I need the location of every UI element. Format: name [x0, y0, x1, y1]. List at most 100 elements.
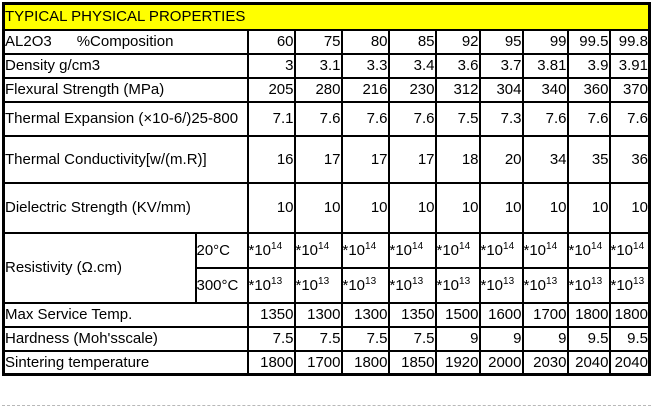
resistivity-cell: *1014: [608, 231, 651, 269]
value-cell: 9.5: [608, 325, 651, 352]
resistivity-exponent: 13: [633, 275, 645, 287]
value-cell: 1600: [478, 301, 524, 328]
value-cell: 10: [434, 181, 481, 234]
value-cell: 360: [566, 76, 611, 103]
value-cell: 99.5: [566, 28, 611, 55]
value-cell: 10: [566, 181, 611, 234]
resistivity-base: *10: [568, 241, 592, 259]
value-cell: 7.6: [566, 100, 611, 137]
resistivity-exponent: 14: [318, 240, 330, 252]
value-cell: 10: [478, 181, 524, 234]
value-cell: 1350: [387, 301, 437, 328]
resistivity-cell: *1013: [246, 266, 296, 304]
table-row-flexural-strength: Flexural Strength (MPa) 205 280 216 230 …: [2, 76, 651, 103]
row-label: Sintering temperature: [2, 349, 249, 376]
value-cell: 10: [608, 181, 651, 234]
resistivity-base: *10: [436, 241, 460, 259]
value-cell: 99: [521, 28, 569, 55]
value-cell: 1850: [387, 349, 437, 376]
resistivity-exponent: 14: [633, 240, 645, 252]
row-label: Thermal Expansion (×10-6/)25-800: [2, 100, 249, 137]
resistivity-base: *10: [480, 276, 504, 294]
value-cell: 9: [521, 325, 569, 352]
row-label: Max Service Temp.: [2, 301, 249, 328]
value-cell: 16: [246, 134, 296, 184]
table-title: TYPICAL PHYSICAL PROPERTIES: [2, 2, 651, 31]
resistivity-base: *10: [436, 276, 460, 294]
value-cell: 7.1: [246, 100, 296, 137]
resistivity-base: *10: [610, 276, 634, 294]
table-row-thermal-expansion: Thermal Expansion (×10-6/)25-800 7.1 7.6…: [2, 100, 651, 137]
resistivity-exponent: 14: [591, 240, 603, 252]
resistivity-exponent: 14: [271, 240, 283, 252]
table-title-row: TYPICAL PHYSICAL PROPERTIES: [2, 2, 651, 31]
resistivity-exponent: 13: [503, 275, 515, 287]
resistivity-exponent: 13: [412, 275, 424, 287]
value-cell: 9: [478, 325, 524, 352]
resistivity-cell: *1014: [246, 231, 296, 269]
resistivity-exponent: 14: [365, 240, 377, 252]
resistivity-cell: *1014: [478, 231, 524, 269]
value-cell: 7.6: [340, 100, 390, 137]
resistivity-cell: *1013: [478, 266, 524, 304]
value-cell: 7.5: [434, 100, 481, 137]
value-cell: 7.6: [387, 100, 437, 137]
physical-properties-table: TYPICAL PHYSICAL PROPERTIES AL2O3 %Compo…: [2, 2, 651, 376]
value-cell: 370: [608, 76, 651, 103]
resistivity-cell: *1014: [340, 231, 390, 269]
resistivity-base: *10: [523, 241, 547, 259]
value-cell: 10: [293, 181, 343, 234]
value-cell: 95: [478, 28, 524, 55]
row-label: Dielectric Strength (KV/mm): [2, 181, 249, 234]
row-label: Thermal Conductivity[w/(m.R)]: [2, 134, 249, 184]
row-label: Flexural Strength (MPa): [2, 76, 249, 103]
resistivity-exponent: 13: [271, 275, 283, 287]
table-row-thermal-conductivity: Thermal Conductivity[w/(m.R)] 16 17 17 1…: [2, 134, 651, 184]
value-cell: 340: [521, 76, 569, 103]
value-cell: 3.4: [387, 52, 437, 79]
value-cell: 10: [521, 181, 569, 234]
table-row-resistivity-20c: Resistivity (Ω.cm) 20°C *1014 *1014 *101…: [2, 231, 651, 304]
value-cell: 1920: [434, 349, 481, 376]
resistivity-exponent: 13: [365, 275, 377, 287]
value-cell: 7.5: [293, 325, 343, 352]
value-cell: 3.7: [478, 52, 524, 79]
value-cell: 9: [434, 325, 481, 352]
resistivity-base: *10: [610, 241, 634, 259]
resistivity-exponent: 13: [459, 275, 471, 287]
resistivity-exponent: 13: [546, 275, 558, 287]
temp-label: 300°C: [194, 266, 249, 304]
value-cell: 80: [340, 28, 390, 55]
value-cell: 9.5: [566, 325, 611, 352]
value-cell: 216: [340, 76, 390, 103]
value-cell: 60: [246, 28, 296, 55]
row-label-resistivity: Resistivity (Ω.cm): [2, 231, 197, 304]
value-cell: 3.9: [566, 52, 611, 79]
value-cell: 230: [387, 76, 437, 103]
resistivity-base: *10: [248, 241, 272, 259]
resistivity-cell: *1014: [521, 231, 569, 269]
spreadsheet-gridline: [2, 405, 651, 406]
resistivity-base: *10: [523, 276, 547, 294]
value-cell: 7.3: [478, 100, 524, 137]
resistivity-exponent: 13: [318, 275, 330, 287]
value-cell: 7.5: [340, 325, 390, 352]
resistivity-base: *10: [342, 241, 366, 259]
resistivity-cell: *1013: [387, 266, 437, 304]
value-cell: 1700: [521, 301, 569, 328]
value-cell: 17: [340, 134, 390, 184]
resistivity-base: *10: [389, 276, 413, 294]
value-cell: 7.6: [608, 100, 651, 137]
resistivity-cell: *1014: [434, 231, 481, 269]
table-row-dielectric-strength: Dielectric Strength (KV/mm) 10 10 10 10 …: [2, 181, 651, 234]
value-cell: 34: [521, 134, 569, 184]
value-cell: 85: [387, 28, 437, 55]
value-cell: 1350: [246, 301, 296, 328]
resistivity-cell: *1014: [293, 231, 343, 269]
value-cell: 92: [434, 28, 481, 55]
value-cell: 1700: [293, 349, 343, 376]
table-row-hardness: Hardness (Moh'sscale) 7.5 7.5 7.5 7.5 9 …: [2, 325, 651, 352]
resistivity-base: *10: [248, 276, 272, 294]
resistivity-base: *10: [342, 276, 366, 294]
resistivity-base: *10: [389, 241, 413, 259]
